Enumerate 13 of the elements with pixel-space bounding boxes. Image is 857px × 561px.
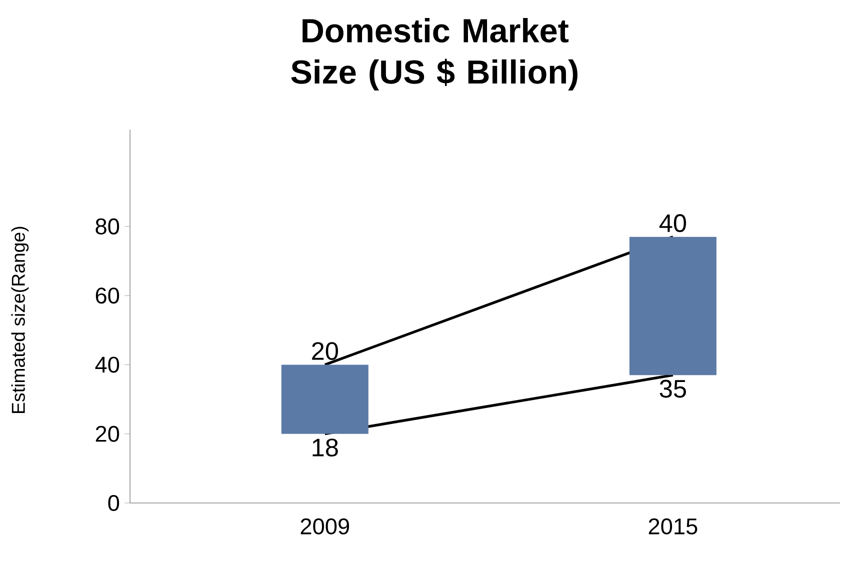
annotation: 18 — [312, 438, 338, 457]
y-tick-label: 20 — [96, 426, 120, 442]
y-tick-label: 40 — [95, 356, 120, 373]
y-tick-label: 0 — [108, 494, 120, 512]
y-tick-label: 60 — [96, 288, 120, 304]
y-axis-title: Estimated size(Range) — [11, 226, 29, 413]
x-tick-label: 2015 — [648, 518, 698, 534]
y-tick-label: 80 — [96, 218, 120, 234]
x-tick-label: 2009 — [300, 518, 350, 534]
data-label: 40 — [659, 214, 686, 232]
chart-title: Domestic Market Size (US $ Billion) — [291, 18, 578, 90]
data-label: 20 — [312, 342, 338, 360]
annotation: 35 — [660, 380, 686, 398]
